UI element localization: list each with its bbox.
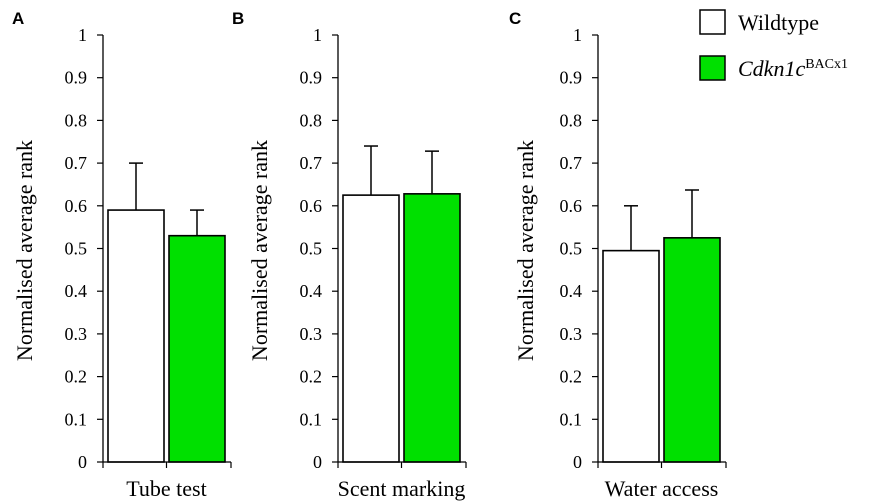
bar-series-1	[602, 249, 660, 463]
y-tick-label: 0.3	[300, 324, 323, 344]
y-tick-label: 0.9	[560, 68, 583, 88]
panel-letter: C	[509, 9, 521, 28]
y-tick-label: 0.8	[300, 110, 323, 130]
chart-panel-b: B 0 0.1 0.2 0.3 0.4 0.5 0.6 0.7 0.8 0.9 1 Normalised…	[232, 9, 467, 501]
bar-series-2	[403, 193, 461, 463]
panel-letter: B	[232, 9, 244, 28]
y-tick-label: 0.1	[560, 409, 583, 429]
y-tick-label: 0.2	[560, 367, 583, 387]
y-tick-label: 0.6	[300, 196, 323, 216]
y-axis-title: Normalised average rank	[12, 140, 37, 361]
y-tick-label: 0.3	[560, 324, 583, 344]
bar-series-1	[342, 194, 400, 463]
y-axis-title: Normalised average rank	[513, 140, 538, 361]
y-tick-label: 0.2	[65, 367, 88, 387]
y-tick-label: 0.2	[300, 367, 323, 387]
legend-label-cdkn1c: Cdkn1cBACx1	[738, 56, 848, 81]
y-tick-label: 0.1	[65, 409, 88, 429]
x-category-label: Tube test	[126, 476, 206, 501]
legend-swatch-wildtype	[699, 9, 726, 35]
y-tick-label: 0.7	[300, 153, 323, 173]
y-tick-label: 0.8	[65, 110, 88, 130]
y-tick-label: 0	[78, 452, 87, 472]
y-tick-label: 0.6	[560, 196, 583, 216]
y-tick-label: 0.3	[65, 324, 88, 344]
y-tick-label: 0.5	[65, 239, 88, 259]
y-tick-label: 1	[78, 25, 87, 45]
legend: Wildtype Cdkn1cBACx1	[699, 9, 848, 81]
bar-series-2	[168, 234, 226, 463]
y-tick-label: 0.9	[65, 68, 88, 88]
legend-label-cdkn1c-sup: BACx1	[805, 57, 848, 72]
x-category-label: Water access	[605, 476, 719, 501]
y-tick-label: 0.9	[300, 68, 323, 88]
y-axis-title: Normalised average rank	[247, 140, 272, 361]
chart-panel-a: A 0 0.1 0.2 0.3 0.4 0.5 0.6 0.7 0.8 0.9 1 Normalised…	[12, 9, 232, 501]
x-category-label: Scent marking	[338, 476, 466, 501]
y-tick-label: 0	[573, 452, 582, 472]
y-tick-label: 1	[313, 25, 322, 45]
y-tick-label: 0.4	[560, 281, 583, 301]
y-tick-label: 0.6	[65, 196, 88, 216]
y-tick-label: 0.7	[65, 153, 88, 173]
y-tick-label: 0.8	[560, 110, 583, 130]
bar-series-1	[107, 209, 165, 463]
y-tick-label: 0.4	[65, 281, 88, 301]
legend-label-cdkn1c-italic: Cdkn1c	[738, 56, 805, 81]
chart-panel-c: C 0 0.1 0.2 0.3 0.4 0.5 0.6 0.7 0.8 0.9 1 Normalised…	[509, 9, 727, 501]
y-tick-label: 0.5	[300, 239, 323, 259]
legend-label-wildtype: Wildtype	[738, 10, 819, 35]
y-tick-label: 1	[573, 25, 582, 45]
y-tick-label: 0.1	[300, 409, 323, 429]
y-tick-label: 0.7	[560, 153, 583, 173]
legend-swatch-cdkn1c	[699, 55, 726, 81]
y-tick-label: 0	[313, 452, 322, 472]
y-tick-label: 0.5	[560, 239, 583, 259]
panel-letter: A	[12, 9, 24, 28]
bar-series-2	[663, 237, 721, 463]
y-tick-label: 0.4	[300, 281, 323, 301]
